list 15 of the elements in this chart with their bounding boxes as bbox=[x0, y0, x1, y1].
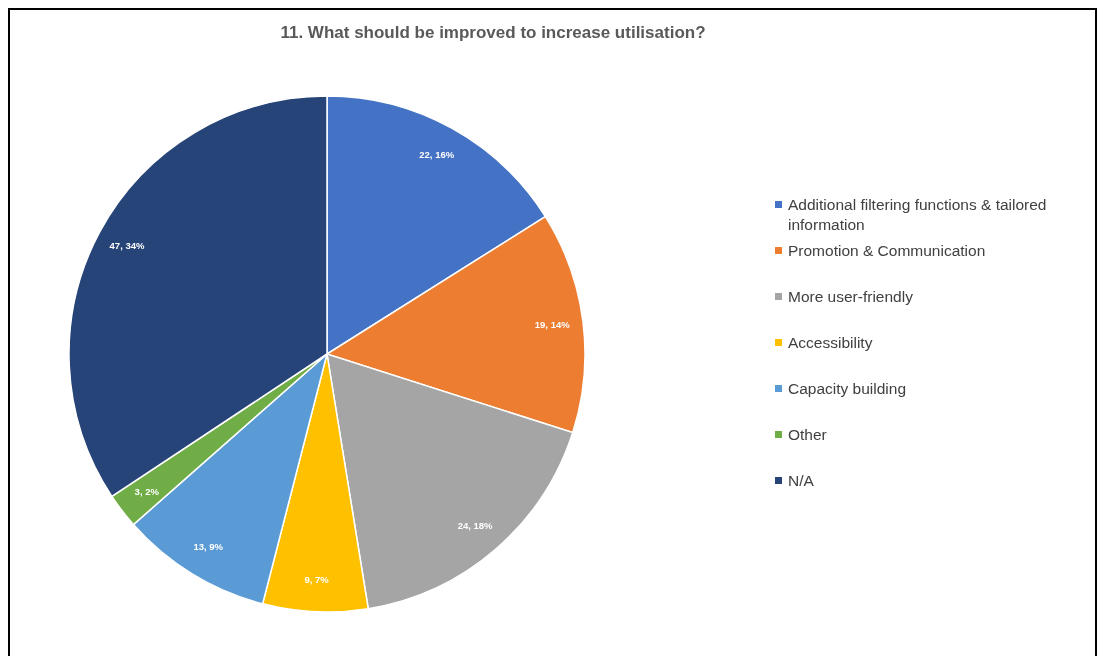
legend-label: Promotion & Communication bbox=[788, 242, 986, 260]
data-label: 9, 7% bbox=[304, 574, 330, 586]
legend-label: Additional filtering functions & tailored information bbox=[788, 196, 1047, 234]
data-label: 47, 34% bbox=[109, 240, 145, 252]
legend-label: N/A bbox=[788, 472, 815, 490]
data-label: 24, 18% bbox=[457, 519, 494, 531]
legend-label: Accessibility bbox=[788, 334, 873, 352]
legend-label: Capacity building bbox=[788, 380, 907, 398]
data-label: 19, 14% bbox=[534, 318, 571, 330]
legend-label: Other bbox=[788, 426, 827, 444]
data-label: 22, 16% bbox=[419, 148, 455, 160]
legend-label: More user-friendly bbox=[788, 288, 914, 306]
data-label: 13, 9% bbox=[193, 541, 224, 553]
data-label: 3, 2% bbox=[134, 485, 160, 497]
chart-title: 11. What should be improved to increase utilisation? bbox=[280, 23, 706, 42]
